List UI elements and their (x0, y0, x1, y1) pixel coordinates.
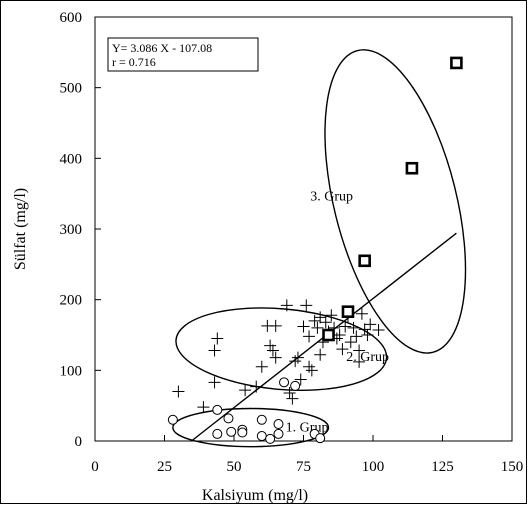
square-point (322, 328, 335, 342)
plus-point (344, 336, 357, 349)
plus-point (319, 316, 332, 329)
plus-point (303, 360, 316, 373)
y-tick-label: 500 (60, 81, 83, 97)
circle-point (237, 427, 248, 438)
plus-point (264, 339, 277, 352)
group-label: 1. Grup (286, 421, 329, 436)
x-tick-label: 100 (362, 459, 385, 475)
plus-point (197, 401, 210, 414)
plus-point (314, 311, 327, 324)
plus-point (333, 329, 346, 341)
x-tick-label: 150 (501, 459, 524, 475)
plus-point (353, 344, 366, 357)
plus-point (255, 360, 268, 373)
circle-point (212, 404, 223, 415)
y-axis-ticks: 0 100 200 300 400 500 600 (60, 10, 101, 450)
plus-point (297, 320, 310, 333)
square-point (405, 161, 419, 175)
y-tick-label: 400 (60, 151, 83, 167)
group-ellipse (324, 49, 467, 354)
plus-point (336, 343, 349, 356)
y-tick-label: 0 (75, 434, 83, 450)
group-ellipse (172, 407, 330, 448)
plus-point (350, 330, 363, 343)
plus-point (305, 364, 318, 377)
plus-point (266, 344, 279, 357)
plus-point (280, 299, 293, 312)
plot-area (94, 16, 513, 442)
x-tick-label: 0 (91, 459, 99, 475)
plus-point (269, 319, 282, 332)
circle-point (279, 377, 290, 388)
plus-point (364, 318, 377, 331)
plus-point (269, 351, 282, 364)
circle-point (273, 428, 284, 439)
correlation-r: r = 0.716 (112, 55, 156, 69)
plus-point (355, 307, 368, 320)
plus-point (291, 351, 304, 364)
plus-point (239, 384, 252, 397)
circle-point (226, 426, 237, 437)
x-tick-label: 50 (227, 459, 242, 475)
y-tick-label: 300 (60, 222, 83, 238)
y-tick-label: 200 (60, 293, 83, 309)
circle-point (265, 433, 276, 444)
circle-point (315, 433, 326, 444)
square-point (341, 305, 355, 318)
plus-point (300, 299, 313, 312)
group-label: 2. Grup (346, 350, 389, 365)
plus-point (353, 355, 366, 368)
group-ellipse (175, 307, 388, 392)
circle-point (223, 413, 234, 424)
group-ellipses: 1. Grup 2. Grup 3. Grup (172, 49, 467, 448)
x-axis-ticks: 0 25 50 75 100 125 150 (91, 435, 523, 475)
square-point (358, 254, 371, 268)
plus-point (172, 385, 185, 398)
y-axis-title: Sülfat (mg/l) (12, 188, 29, 270)
data-points (167, 56, 463, 444)
plus-point (372, 324, 385, 337)
plus-point (208, 344, 221, 357)
plus-point (211, 332, 224, 345)
x-tick-label: 25 (157, 459, 172, 475)
plus-point (358, 323, 371, 336)
y-tick-label: 600 (60, 10, 83, 26)
y-tick-label: 100 (60, 363, 83, 379)
plus-point (339, 320, 352, 333)
plus-point (283, 386, 296, 399)
circle-point (273, 419, 284, 430)
plus-point (250, 380, 263, 393)
group-label: 3. Grup (310, 189, 353, 204)
circle-point (212, 428, 223, 439)
plus-point (303, 330, 316, 343)
plus-point (314, 348, 327, 361)
plus-point (286, 392, 299, 405)
plus-point (308, 314, 321, 327)
x-tick-label: 75 (296, 459, 311, 475)
x-axis-title: Kalsiyum (mg/l) (202, 487, 308, 504)
equation-box (107, 37, 259, 72)
circle-point (167, 414, 178, 425)
plus-point (208, 376, 221, 389)
plus-point (347, 321, 360, 334)
plus-point (361, 329, 374, 341)
plus-point (311, 321, 324, 334)
circle-point (290, 380, 301, 391)
plus-point (294, 373, 307, 386)
plus-point (325, 309, 338, 322)
plot-border (94, 16, 513, 442)
circle-point (256, 431, 267, 442)
x-tick-label: 125 (431, 459, 454, 475)
square-point (450, 56, 463, 70)
circle-point (256, 414, 267, 425)
regression-equation: Y= 3.086 X - 107.08 (112, 41, 212, 55)
